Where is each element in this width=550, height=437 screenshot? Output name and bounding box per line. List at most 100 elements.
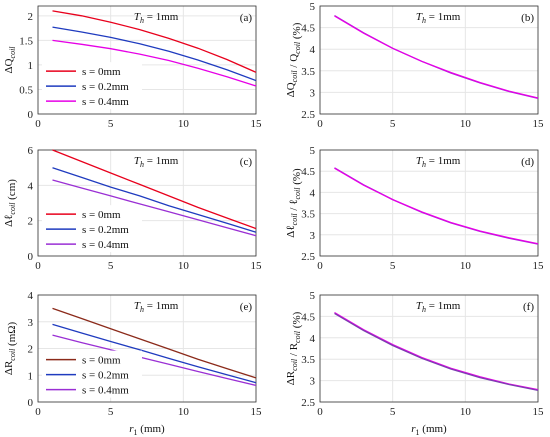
series-line-1 xyxy=(52,10,257,73)
annotation-th: Th = 1mm xyxy=(416,300,461,314)
annotation-th: Th = 1mm xyxy=(416,155,461,169)
axes-box xyxy=(319,5,539,115)
y-tick-label: 2 xyxy=(28,216,34,228)
series-line-2 xyxy=(52,167,257,233)
x-tick-label: 10 xyxy=(178,118,190,130)
y-tick-label: 2.5 xyxy=(301,251,315,263)
x-tick-label: 0 xyxy=(35,118,41,130)
legend-entry: s = 0.2mm xyxy=(82,224,129,236)
axes-box xyxy=(319,149,539,257)
panel-a: 0 5 10 15 0 0.5 1 1.5 2 Th = 1mm (a) s = 0mm s = 0.2… xyxy=(3,5,263,130)
y-tick-label: 3 xyxy=(310,376,316,388)
y-tick-label: 3.5 xyxy=(301,66,315,78)
legend-entry: s = 0mm xyxy=(82,209,121,221)
series-line-2 xyxy=(334,312,539,392)
panel-label: (b) xyxy=(521,12,534,24)
y-tick-label: 4 xyxy=(28,180,34,192)
legend-entry: s = 0.4mm xyxy=(82,385,129,397)
legend-entry: s = 0mm xyxy=(82,66,121,78)
y-tick-label: 0 xyxy=(28,109,34,121)
x-tick-label: 10 xyxy=(460,260,472,272)
legend-entry: s = 0.4mm xyxy=(82,96,129,108)
y-axis-label: ΔQcoil xyxy=(3,46,17,74)
y-tick-label: 0 xyxy=(28,397,34,409)
axes-box xyxy=(37,5,257,115)
x-tick-label: 15 xyxy=(251,406,263,418)
legend-entry: s = 0.2mm xyxy=(82,370,129,382)
y-tick-label: 4 xyxy=(310,187,316,199)
x-tick-label: 0 xyxy=(35,406,41,418)
y-tick-label: 1 xyxy=(28,370,34,382)
y-tick-label: 4.5 xyxy=(301,311,315,323)
x-tick-label: 15 xyxy=(533,406,545,418)
x-tick-label: 15 xyxy=(251,260,263,272)
x-tick-label: 10 xyxy=(460,406,472,418)
y-tick-label: 3 xyxy=(28,317,34,329)
y-tick-label: 1 xyxy=(28,60,34,72)
y-tick-label: 3 xyxy=(310,230,316,242)
series-line-1 xyxy=(52,307,257,379)
y-axis-label-text: Δℓcoil (cm) xyxy=(3,179,18,227)
series-line-1 xyxy=(334,167,539,245)
legend-entry: s = 0.4mm xyxy=(82,239,129,251)
panel-b: 0 5 10 15 2.5 3 3.5 4 4.5 5 Th = 1mm (b) ΔQcoil / Qc… xyxy=(285,1,544,130)
x-tick-label: 5 xyxy=(390,260,396,272)
x-tick-label: 0 xyxy=(35,260,41,272)
y-axis-label-text: Δℓcoil / ℓcoil (%) xyxy=(285,168,303,238)
x-tick-label: 0 xyxy=(317,260,323,272)
y-tick-label: 3.5 xyxy=(301,209,315,221)
panel-c: 0 5 10 15 0 2 4 6 Th = 1mm (c) s = 0mm s = 0.2mm s =… xyxy=(3,145,262,272)
annotation-th: Th = 1mm xyxy=(134,155,179,169)
series-line-2 xyxy=(334,15,539,99)
series-line-2 xyxy=(52,26,257,82)
panel-label: (e) xyxy=(240,301,253,313)
x-tick-label: 15 xyxy=(533,118,545,130)
y-tick-label: 1.5 xyxy=(19,35,33,47)
y-axis-label-text: ΔRcoil / Rcoil (%) xyxy=(285,311,303,385)
y-tick-label: 4 xyxy=(28,290,34,302)
x-tick-label: 5 xyxy=(390,118,396,130)
x-tick-label: 5 xyxy=(108,260,114,272)
panel-label: (a) xyxy=(240,12,253,24)
y-tick-label: 2.5 xyxy=(301,109,315,121)
y-tick-label: 6 xyxy=(28,145,34,157)
series-line-3 xyxy=(52,179,257,237)
y-tick-label: 5 xyxy=(310,290,316,302)
y-tick-label: 3.5 xyxy=(301,354,315,366)
panel-e: 0 5 10 15 0 1 2 3 4 Th = 1mm (e) s = 0mm s = 0.2mm s … xyxy=(3,290,262,437)
y-tick-label: 4.5 xyxy=(301,23,315,35)
y-tick-label: 5 xyxy=(310,1,316,13)
y-tick-label: 2 xyxy=(28,11,34,23)
y-tick-label: 4 xyxy=(310,333,316,345)
annotation-th: Th = 1mm xyxy=(134,300,179,314)
y-tick-label: 2.5 xyxy=(301,397,315,409)
x-tick-label: 15 xyxy=(251,118,263,130)
y-tick-label: 0 xyxy=(28,251,34,263)
panel-label: (d) xyxy=(521,156,534,168)
y-axis-label: Δℓcoil (cm) xyxy=(3,179,18,227)
panel-f: 0 5 10 15 2.5 3 3.5 4 4.5 5 Th = 1mm (f) ΔRcoil / Rc… xyxy=(285,290,544,437)
panel-d: 0 5 10 15 2.5 3 3.5 4 4.5 5 Th = 1mm (d) Δℓcoil / ℓc… xyxy=(285,145,544,272)
axes-box xyxy=(319,294,539,403)
series-line-3 xyxy=(52,39,257,87)
panel-label: (f) xyxy=(523,301,534,313)
x-tick-label: 10 xyxy=(178,406,190,418)
x-tick-label: 0 xyxy=(317,118,323,130)
series-line-1 xyxy=(52,149,257,230)
y-tick-label: 4 xyxy=(310,44,316,56)
y-axis-label-text: ΔQcoil / Qcoil (%) xyxy=(285,22,303,97)
series-line-2 xyxy=(334,167,539,245)
y-axis-label-text: ΔQcoil xyxy=(3,46,17,74)
x-tick-label: 0 xyxy=(317,406,323,418)
y-axis-label-text: ΔRcoil (mΩ) xyxy=(3,322,18,376)
x-tick-label: 10 xyxy=(178,260,190,272)
x-tick-label: 15 xyxy=(533,260,545,272)
annotation-th: Th = 1mm xyxy=(416,11,461,25)
axes-box xyxy=(37,294,257,403)
x-axis-label: r1 (mm) xyxy=(129,423,165,437)
y-tick-label: 2 xyxy=(28,344,34,356)
y-tick-label: 3 xyxy=(310,87,316,99)
axes-box xyxy=(37,149,257,257)
y-tick-label: 5 xyxy=(310,145,316,157)
y-axis-label: Δℓcoil / ℓcoil (%) xyxy=(285,168,303,238)
